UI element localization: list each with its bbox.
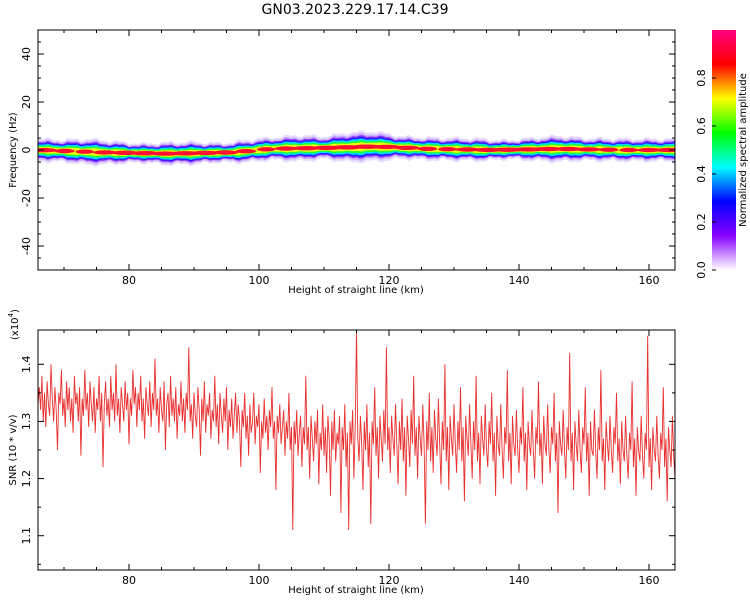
- x-tick-label: 80: [122, 274, 136, 287]
- y-tick-label: 40: [20, 47, 33, 61]
- x-tick-label: 100: [249, 574, 270, 587]
- y-tick-label: 1.1: [20, 527, 33, 545]
- colorbar-tick-label: 0.6: [695, 117, 708, 135]
- spectrogram-core: [191, 150, 220, 156]
- figure-title: GN03.2023.229.17.14.C39: [262, 2, 449, 18]
- spectrogram-x-label: Height of straight line (km): [288, 285, 424, 296]
- spectrogram-core: [394, 145, 420, 150]
- x-tick-label: 100: [249, 274, 270, 287]
- colorbar-scale: [712, 30, 736, 270]
- spectrogram-core: [372, 144, 402, 150]
- y-tick-label: -20: [20, 189, 33, 207]
- snr-y-label: SNR (10 * v/v): [8, 414, 19, 485]
- spectrogram-core: [455, 147, 480, 152]
- x-tick-label: 140: [509, 274, 530, 287]
- x-tick-label: 140: [509, 574, 530, 587]
- spectrogram-core: [274, 146, 298, 151]
- spectrogram-core: [637, 147, 661, 153]
- spectrogram-core: [576, 147, 601, 152]
- spectrogram-core: [554, 146, 583, 152]
- y-tick-label: 1.3: [20, 413, 33, 431]
- y-tick-label: 0: [20, 147, 33, 154]
- snr-panel: 80 100 120 140 160 1.1 1.2 1.3 1.4 Height of str…: [7, 309, 676, 596]
- spectrogram-core: [417, 146, 438, 151]
- spectrogram-core: [598, 147, 619, 152]
- snr-y-scale-factor: (x104): [7, 309, 21, 340]
- spectrogram-core: [655, 147, 675, 153]
- spectrogram-panel: 80 100 120 140 160 40 20 0 -20 -40 Height of stra…: [8, 29, 676, 296]
- colorbar-tick-label: 0.0: [695, 261, 708, 279]
- colorbar-label: Normalized spectral amplitude: [738, 73, 749, 227]
- y-tick-label: 1.2: [20, 470, 33, 488]
- x-tick-label: 160: [639, 574, 660, 587]
- colorbar-tick-label: 0.2: [695, 213, 708, 231]
- colorbar-tick-label: 0.4: [695, 165, 708, 183]
- spectrogram-core: [619, 147, 639, 153]
- spectrogram-core: [93, 150, 117, 155]
- snr-y-scale-base: (x10: [10, 317, 21, 340]
- x-tick-label: 120: [379, 274, 400, 287]
- spectrogram-y-label: Frequency (Hz): [8, 112, 19, 188]
- spectrogram-core: [438, 147, 457, 152]
- y-tick-label: -40: [20, 237, 33, 255]
- spectrogram-core: [256, 147, 276, 152]
- colorbar-tick-label: 0.8: [695, 69, 708, 87]
- x-tick-label: 160: [639, 274, 660, 287]
- spectrogram-core: [38, 148, 57, 153]
- spectrogram-core: [75, 149, 94, 154]
- snr-series-line: [38, 330, 675, 531]
- snr-y-scale-exponent: 4: [7, 312, 15, 317]
- snr-ticks: 80 100 120 140 160 1.1 1.2 1.3 1.4: [20, 330, 675, 587]
- svg-text:(x104): (x104): [7, 309, 21, 340]
- spectrogram-core: [213, 150, 239, 155]
- spectrogram-core: [235, 149, 257, 154]
- colorbar: 0.0 0.2 0.4 0.6 0.8 Normalized spectral ampl…: [695, 30, 749, 279]
- snr-x-label: Height of straight line (km): [288, 585, 424, 596]
- y-tick-label: 20: [20, 95, 33, 109]
- x-tick-label: 120: [379, 574, 400, 587]
- spectrogram-core: [54, 148, 75, 154]
- x-tick-label: 80: [122, 574, 136, 587]
- colorbar-ticks: 0.0 0.2 0.4 0.6 0.8: [695, 69, 716, 279]
- spectrogram-heatmap: [38, 130, 675, 167]
- y-tick-label: 1.4: [20, 356, 33, 374]
- spectrogram-ticks: 80 100 120 140 160 40 20 0 -20 -40: [20, 30, 675, 287]
- spectrogram-core: [533, 146, 564, 152]
